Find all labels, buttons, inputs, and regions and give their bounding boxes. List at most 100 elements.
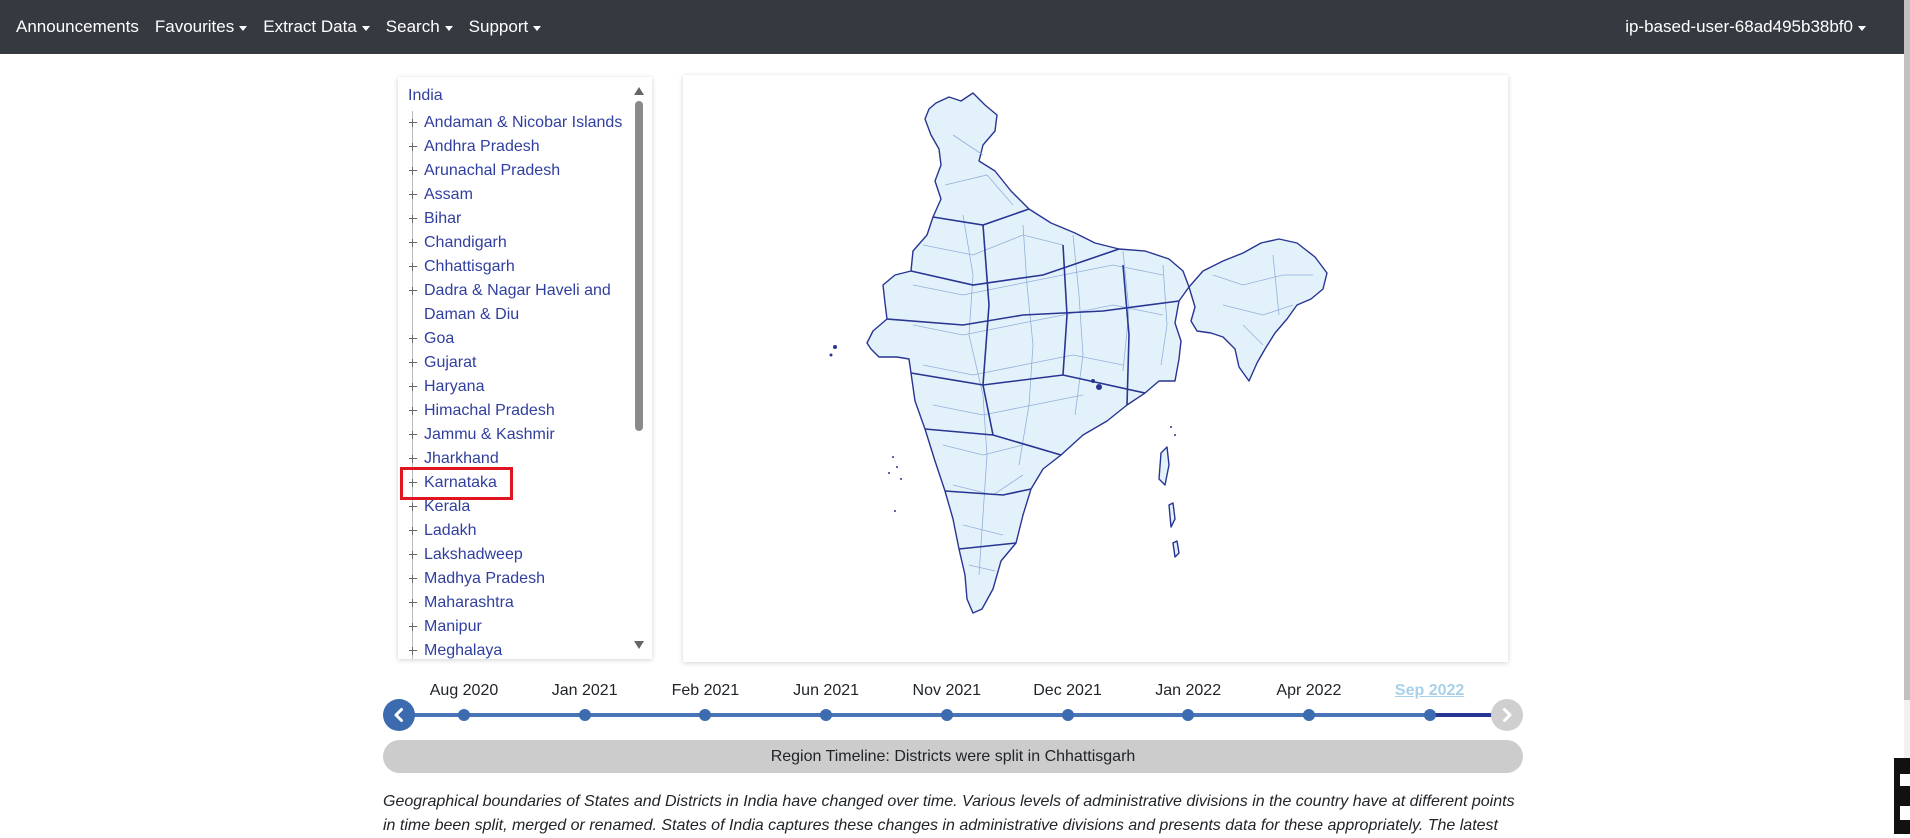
tree-item[interactable]: Goa [408,327,630,351]
tree-item-label[interactable]: Manipur [424,618,482,635]
tree-item-label[interactable]: Meghalaya [424,642,503,659]
expand-plus-icon[interactable] [408,622,418,632]
timeline-date-label[interactable]: Jun 2021 [793,682,860,699]
tree-item-label[interactable]: Haryana [424,378,485,395]
tree-item[interactable]: Madhya Pradesh [408,567,630,591]
tree-item-label[interactable]: Assam [424,186,473,203]
tree-item-label[interactable]: Andhra Pradesh [424,138,540,155]
expand-plus-icon[interactable] [408,478,418,488]
timeline-dot[interactable] [578,709,591,721]
tree-item[interactable]: Kerala [408,495,630,519]
tree-item-label[interactable]: Lakshadweep [424,546,523,563]
tree-item[interactable]: Jharkhand [408,447,630,471]
user-menu-dropdown[interactable]: ip-based-user-68ad495b38bf0 [1625,17,1866,37]
page-scrollbar[interactable] [1904,0,1910,834]
nav-support-dropdown[interactable]: Support [469,17,542,37]
nav-announcements[interactable]: Announcements [16,17,139,37]
india-map[interactable] [683,75,1508,662]
expand-plus-icon[interactable] [408,454,418,464]
expand-plus-icon[interactable] [408,382,418,392]
tree-item[interactable]: Arunachal Pradesh [408,159,630,183]
tree-item[interactable]: Maharashtra [408,591,630,615]
timeline-dot[interactable] [1302,709,1315,721]
timeline-date-label[interactable]: Apr 2022 [1276,682,1342,699]
tree-item[interactable]: Jammu & Kashmir [408,423,630,447]
timeline-dot[interactable] [1423,709,1436,721]
tree-item[interactable]: Ladakh [408,519,630,543]
expand-plus-icon[interactable] [408,406,418,416]
tree-item[interactable]: Himachal Pradesh [408,399,630,423]
expand-plus-icon[interactable] [408,526,418,536]
scroll-down-arrow-icon[interactable] [634,641,644,649]
tree-item[interactable]: Meghalaya [408,639,630,659]
timeline-dot[interactable] [1061,709,1074,721]
tree-item-label[interactable]: Himachal Pradesh [424,402,555,419]
tree-item[interactable]: Andaman & Nicobar Islands [408,111,630,135]
tree-item[interactable]: Manipur [408,615,630,639]
tree-item-label[interactable]: Karnataka [424,474,497,491]
tree-item-label[interactable]: Chhattisgarh [424,258,515,275]
tree-item-label[interactable]: Dadra & Nagar Haveli and Daman & Diu [424,282,611,323]
expand-plus-icon[interactable] [408,430,418,440]
tree-item-label[interactable]: Jharkhand [424,450,499,467]
tree-item-label[interactable]: Goa [424,330,455,347]
timeline-date-label[interactable]: Dec 2021 [1033,682,1102,699]
nav-favourites-dropdown[interactable]: Favourites [155,17,248,37]
tree-item-label[interactable]: Chandigarh [424,234,507,251]
nav-search-dropdown[interactable]: Search [386,17,453,37]
expand-plus-icon[interactable] [408,286,418,296]
timeline-date-label[interactable]: Jan 2021 [551,682,618,699]
tree-item[interactable]: Chhattisgarh [408,255,630,279]
tree-scrollbar[interactable] [630,85,646,651]
tree-item[interactable]: Chandigarh [408,231,630,255]
tree-item[interactable]: Lakshadweep [408,543,630,567]
india-map-panel[interactable] [683,75,1508,662]
timeline-date-label[interactable]: Nov 2021 [912,682,982,699]
expand-plus-icon[interactable] [408,334,418,344]
expand-plus-icon[interactable] [408,358,418,368]
corner-widget-icon-bottom[interactable] [1900,806,1910,820]
timeline-date-label[interactable]: Feb 2021 [671,682,740,699]
page-scrollbar-thumb[interactable] [1904,0,1910,700]
expand-plus-icon[interactable] [408,118,418,128]
tree-item-label[interactable]: Bihar [424,210,462,227]
timeline-dot[interactable] [699,709,712,721]
tree-root-india[interactable]: India [408,87,443,104]
tree-scrollbar-thumb[interactable] [635,101,643,431]
tree-item[interactable]: Karnataka [408,471,630,495]
expand-plus-icon[interactable] [408,142,418,152]
expand-plus-icon[interactable] [408,550,418,560]
scroll-up-arrow-icon[interactable] [634,87,644,95]
expand-plus-icon[interactable] [408,238,418,248]
tree-item-label[interactable]: Arunachal Pradesh [424,162,561,179]
tree-item-label[interactable]: Andaman & Nicobar Islands [424,114,623,131]
timeline-dot[interactable] [940,709,953,721]
timeline-date-label[interactable]: Aug 2020 [429,682,499,699]
expand-plus-icon[interactable] [408,574,418,584]
tree-item-label[interactable]: Kerala [424,498,471,515]
timeline-next-button[interactable] [1491,699,1523,731]
timeline-date-label[interactable]: Jan 2022 [1155,682,1222,699]
timeline-dot[interactable] [1182,709,1195,721]
expand-plus-icon[interactable] [408,190,418,200]
timeline-date-label[interactable]: Sep 2022 [1394,682,1465,699]
timeline-dot[interactable] [820,709,833,721]
timeline-prev-button[interactable] [383,699,415,731]
expand-plus-icon[interactable] [408,598,418,608]
tree-item-label[interactable]: Jammu & Kashmir [424,426,555,443]
nav-extract-data-dropdown[interactable]: Extract Data [263,17,370,37]
tree-item-label[interactable]: Maharashtra [424,594,514,611]
expand-plus-icon[interactable] [408,166,418,176]
tree-item-label[interactable]: Ladakh [424,522,477,539]
tree-item[interactable]: Andhra Pradesh [408,135,630,159]
expand-plus-icon[interactable] [408,502,418,512]
timeline-dot[interactable] [458,709,470,721]
tree-item-label[interactable]: Gujarat [424,354,477,371]
tree-item-label[interactable]: Madhya Pradesh [424,570,545,587]
corner-widget-icon-top[interactable] [1900,774,1910,786]
tree-item[interactable]: Assam [408,183,630,207]
corner-widget[interactable] [1894,758,1910,834]
tree-item[interactable]: Haryana [408,375,630,399]
expand-plus-icon[interactable] [408,262,418,272]
expand-plus-icon[interactable] [408,214,418,224]
